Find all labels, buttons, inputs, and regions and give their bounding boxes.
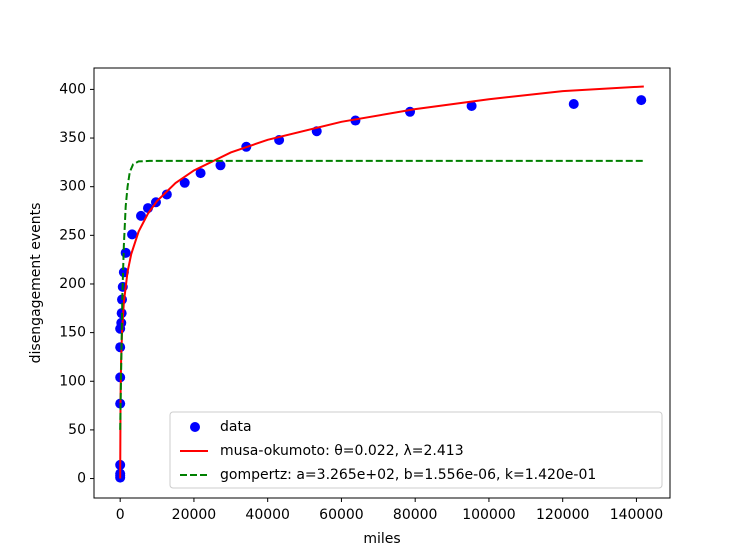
y-tick-label: 200	[59, 276, 86, 292]
data-point	[120, 247, 131, 258]
data-point	[161, 189, 172, 200]
x-tick-label: 40000	[245, 507, 290, 523]
x-tick-label: 100000	[462, 507, 515, 523]
y-tick-label: 150	[59, 325, 86, 341]
legend-label: musa-okumoto: θ=0.022, λ=2.413	[220, 443, 464, 459]
data-point	[136, 210, 147, 221]
x-tick-label: 60000	[319, 507, 364, 523]
data-point	[636, 95, 647, 106]
series-line	[119, 85, 644, 479]
data-point	[179, 177, 190, 188]
x-tick-label: 120000	[536, 507, 589, 523]
data-point	[405, 106, 416, 117]
data-point	[116, 317, 127, 328]
series-line	[119, 159, 644, 430]
y-tick-label: 100	[59, 373, 86, 389]
data-point	[195, 168, 206, 179]
plot-frame	[93, 67, 671, 499]
x-tick-label: 0	[116, 507, 125, 523]
data-point	[568, 98, 579, 109]
legend-label: data	[220, 419, 252, 435]
x-tick-label: 140000	[610, 507, 663, 523]
legend-label: gompertz: a=3.265e+02, b=1.556e-06, k=1.…	[220, 467, 596, 483]
data-point	[466, 100, 477, 111]
y-tick-label: 400	[59, 81, 86, 97]
data-point	[127, 229, 138, 240]
data-point	[115, 342, 126, 353]
legend-box	[169, 411, 663, 489]
y-tick-label: 250	[59, 227, 86, 243]
y-tick-label: 350	[59, 130, 86, 146]
x-axis-label: miles	[363, 531, 400, 547]
y-tick-label: 0	[77, 471, 86, 487]
data-point	[215, 160, 226, 171]
y-tick-label: 300	[59, 179, 86, 195]
x-tick-label: 20000	[172, 507, 217, 523]
y-tick-label: 50	[68, 422, 86, 438]
x-tick-label: 80000	[393, 507, 438, 523]
y-axis-label: disengagement events	[28, 203, 44, 364]
legend-marker	[190, 422, 200, 432]
